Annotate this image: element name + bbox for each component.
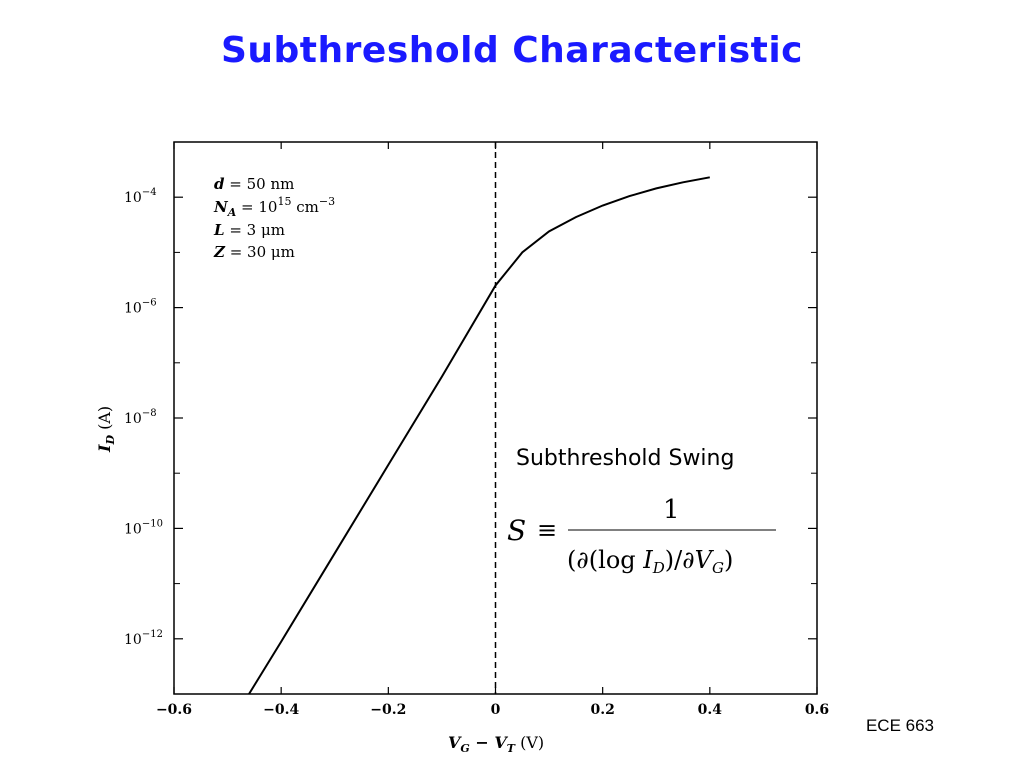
x-tick-label: −0.2 — [370, 702, 406, 718]
formula-denominator: (∂(log ID)/∂VG) — [567, 546, 733, 577]
param-na: NA = 1015 cm−3 — [213, 195, 335, 219]
x-tick-label: −0.6 — [156, 702, 192, 718]
footer-course-label: ECE 663 — [865, 716, 934, 735]
y-tick-label: 10−4 — [124, 187, 157, 206]
tick-label-group: −0.6 −0.4 −0.2 0 0.2 0.4 0.6 10−12 10−10 10−8 10−6… — [124, 187, 829, 718]
x-axis-label: VG − VT (V) — [448, 733, 544, 755]
formula-equiv: ≡ — [537, 516, 557, 544]
tick-group — [173, 141, 818, 695]
formula-lhs: S — [507, 514, 526, 547]
swing-formula: S ≡ 1 (∂(log ID)/∂VG) — [507, 495, 776, 577]
y-axis-label: ID (A) — [95, 406, 117, 453]
param-z: Z = 30 μm — [213, 243, 295, 261]
y-tick-label: 10−8 — [124, 408, 157, 427]
x-tick-label: −0.4 — [263, 702, 299, 718]
series-line — [248, 176, 710, 695]
x-tick-label: 0.6 — [805, 702, 829, 718]
y-tick-label: 10−6 — [124, 298, 157, 317]
swing-label: Subthreshold Swing — [516, 446, 734, 471]
x-tick-label: 0 — [491, 702, 501, 718]
x-tick-label: 0.4 — [698, 702, 723, 718]
formula-numerator: 1 — [663, 495, 680, 525]
y-tick-label: 10−10 — [124, 518, 163, 537]
x-tick-label: 0.2 — [590, 702, 614, 718]
param-d: d = 50 nm — [214, 175, 294, 193]
y-tick-label: 10−12 — [124, 629, 163, 648]
parameter-block: d = 50 nm NA = 1015 cm−3 L = 3 μm Z = 30… — [213, 175, 335, 261]
slide-title: Subthreshold Characteristic — [220, 30, 804, 71]
param-l: L = 3 μm — [213, 221, 285, 239]
